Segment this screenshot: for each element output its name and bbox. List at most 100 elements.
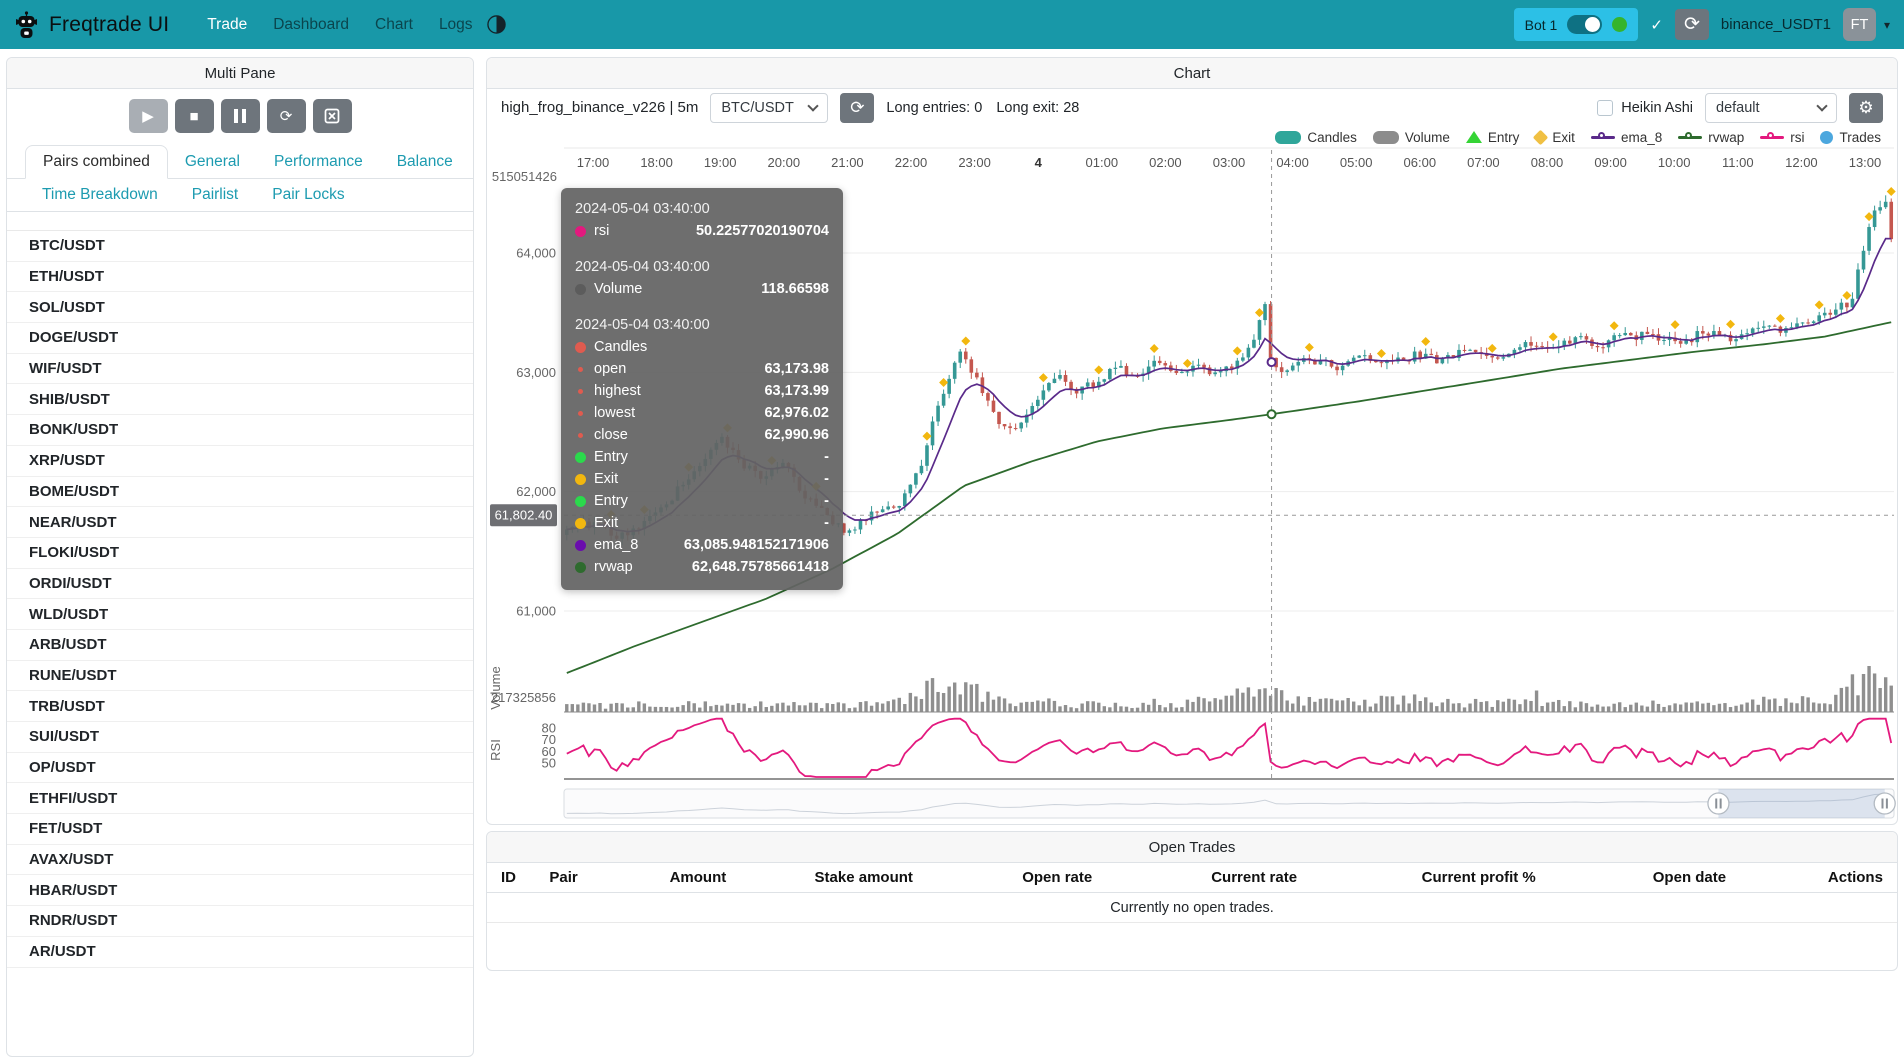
svg-text:60: 60 xyxy=(542,744,556,759)
candlestick-chart[interactable]: 64,000 63,000 62,000 61,000 515051426 17:00 18… xyxy=(487,146,1897,825)
pair-list-item[interactable]: SOL/USDT xyxy=(7,292,473,324)
pair-list-item[interactable]: NEAR/USDT xyxy=(7,507,473,538)
legend-item-rsi[interactable]: rsi xyxy=(1760,130,1804,145)
brand[interactable]: Freqtrade UI xyxy=(14,10,169,40)
pair-list-item[interactable]: OP/USDT xyxy=(7,753,473,784)
top-navbar: Freqtrade UI Trade Dashboard Chart Logs Bot… xyxy=(0,0,1904,49)
slider-handle-right[interactable] xyxy=(1873,792,1896,815)
legend-item-candles[interactable]: Candles xyxy=(1275,130,1357,145)
tabs-row-1: Pairs combined General Performance Balance xyxy=(7,145,473,179)
legend-circle-icon xyxy=(1820,130,1834,144)
tooltip-row: Exit - xyxy=(575,512,829,534)
check-icon: ✓ xyxy=(1650,16,1663,34)
tooltip-row: Entry - xyxy=(575,490,829,512)
pair-list-item[interactable]: RUNE/USDT xyxy=(7,661,473,692)
pair-list-item[interactable]: TRB/USDT xyxy=(7,691,473,722)
tooltip-row: Candles xyxy=(575,336,829,358)
pair-list-item[interactable]: FLOKI/USDT xyxy=(7,538,473,569)
legend-item-rvwap[interactable]: rvwap xyxy=(1678,130,1744,145)
tooltip-row: rsi 50.22577020190704 xyxy=(575,220,829,242)
pair-list-item[interactable]: SUI/USDT xyxy=(7,722,473,753)
pair-list-item[interactable]: DOGE/USDT xyxy=(7,323,473,354)
plot-config-select[interactable]: default xyxy=(1705,92,1837,123)
heikin-ashi-checkbox[interactable] xyxy=(1597,99,1614,116)
nav-item-trade[interactable]: Trade xyxy=(207,15,248,33)
svg-text:17:00: 17:00 xyxy=(577,155,610,170)
chart-panel-header: Chart xyxy=(487,58,1897,89)
pair-list-item[interactable]: AR/USDT xyxy=(7,937,473,968)
pair-list-item[interactable]: BOME/USDT xyxy=(7,477,473,508)
svg-text:RSI: RSI xyxy=(488,739,503,761)
bot-selector[interactable]: Bot 1 xyxy=(1513,8,1639,41)
theme-toggle-moon-icon[interactable] xyxy=(486,15,506,34)
legend-item-trades[interactable]: Trades xyxy=(1820,130,1881,145)
pair-list-item[interactable]: ARB/USDT xyxy=(7,630,473,661)
series-dot-icon xyxy=(575,517,586,529)
legend-item-entry[interactable]: Entry xyxy=(1465,130,1519,145)
multi-pane-header: Multi Pane xyxy=(7,58,473,89)
column-header: Current rate xyxy=(1211,869,1298,886)
pause-button[interactable] xyxy=(220,99,260,133)
pause-icon xyxy=(234,109,246,123)
tab-pairs-combined[interactable]: Pairs combined xyxy=(25,145,168,179)
bot-online-indicator xyxy=(1612,17,1628,32)
pair-list-item[interactable]: AVAX/USDT xyxy=(7,845,473,876)
series-dot-icon xyxy=(578,410,583,416)
nav-item-dashboard[interactable]: Dashboard xyxy=(273,15,350,33)
tab-performance[interactable]: Performance xyxy=(273,153,363,170)
plot-settings-gear-button[interactable]: ⚙ xyxy=(1849,92,1883,123)
svg-text:63,000: 63,000 xyxy=(516,365,556,380)
pair-list-item[interactable]: HBAR/USDT xyxy=(7,875,473,907)
play-button[interactable]: ▶ xyxy=(128,99,168,133)
svg-text:03:00: 03:00 xyxy=(1213,155,1246,170)
signal-counts: Long entries: 0 Long exit: 28 xyxy=(886,100,1079,116)
series-dot-icon xyxy=(575,283,586,295)
reload-bot-button[interactable]: ⟳ xyxy=(1674,9,1709,40)
nav-item-chart[interactable]: Chart xyxy=(375,15,413,33)
pair-list-item[interactable]: FET/USDT xyxy=(7,814,473,845)
column-header: ID xyxy=(501,869,516,886)
reload-button[interactable]: ⟳ xyxy=(266,99,306,133)
clear-chart-button[interactable] xyxy=(312,99,352,133)
stop-button[interactable]: ■ xyxy=(174,99,214,133)
svg-text:10:00: 10:00 xyxy=(1658,155,1691,170)
svg-text:21:00: 21:00 xyxy=(831,155,864,170)
user-avatar[interactable]: FT xyxy=(1842,8,1876,41)
refresh-chart-button[interactable]: ⟳ xyxy=(840,92,875,123)
legend-item-exit[interactable]: Exit xyxy=(1533,129,1575,145)
pair-list-item[interactable]: WLD/USDT xyxy=(7,599,473,630)
pair-list: BTC/USDT ETH/USDT SOL/USDT DOGE/USDT WIF/USD… xyxy=(7,230,473,968)
chart-legend: Candles Volume Entry Exit ema_8 rvwap rsi Trade… xyxy=(487,126,1897,148)
heikin-ashi-label: Heikin Ashi xyxy=(1621,99,1693,116)
tooltip-row: rvwap 62,648.75785661418 xyxy=(575,556,829,578)
legend-item-ema_8[interactable]: ema_8 xyxy=(1590,130,1662,145)
tab-general[interactable]: General xyxy=(184,153,240,170)
nav-item-logs[interactable]: Logs xyxy=(438,15,473,33)
user-menu-caret-icon[interactable]: ▾ xyxy=(1883,17,1890,32)
bot-toggle-switch[interactable] xyxy=(1567,15,1603,34)
pair-select[interactable]: BTC/USDT xyxy=(710,92,829,123)
clear-chart-icon xyxy=(324,108,340,124)
datazoom-selection[interactable] xyxy=(1718,789,1885,818)
tab-time-breakdown[interactable]: Time Breakdown xyxy=(42,186,158,203)
chevron-down-icon xyxy=(807,99,820,112)
slider-handle-left[interactable] xyxy=(1707,792,1730,815)
pair-list-item[interactable]: SHIB/USDT xyxy=(7,384,473,416)
pair-list-item[interactable]: WIF/USDT xyxy=(7,354,473,385)
tab-pair-locks[interactable]: Pair Locks xyxy=(272,186,345,203)
pair-list-item[interactable]: ETH/USDT xyxy=(7,262,473,293)
bot-name: Bot 1 xyxy=(1524,16,1558,33)
pair-list-item[interactable]: ORDI/USDT xyxy=(7,569,473,600)
exchange-account-label: binance_USDT1 xyxy=(1720,16,1831,33)
svg-text:217325856: 217325856 xyxy=(491,690,556,705)
pair-list-item[interactable]: XRP/USDT xyxy=(7,446,473,477)
legend-triangle-icon xyxy=(1465,131,1482,143)
pair-list-item[interactable]: BTC/USDT xyxy=(7,231,473,262)
pair-list-item[interactable]: ETHFI/USDT xyxy=(7,783,473,815)
legend-item-volume[interactable]: Volume xyxy=(1372,130,1450,145)
tab-balance[interactable]: Balance xyxy=(396,153,453,170)
tab-pairlist[interactable]: Pairlist xyxy=(191,186,239,203)
pair-list-item[interactable]: BONK/USDT xyxy=(7,415,473,446)
svg-text:02:00: 02:00 xyxy=(1149,155,1182,170)
pair-list-item[interactable]: RNDR/USDT xyxy=(7,906,473,937)
